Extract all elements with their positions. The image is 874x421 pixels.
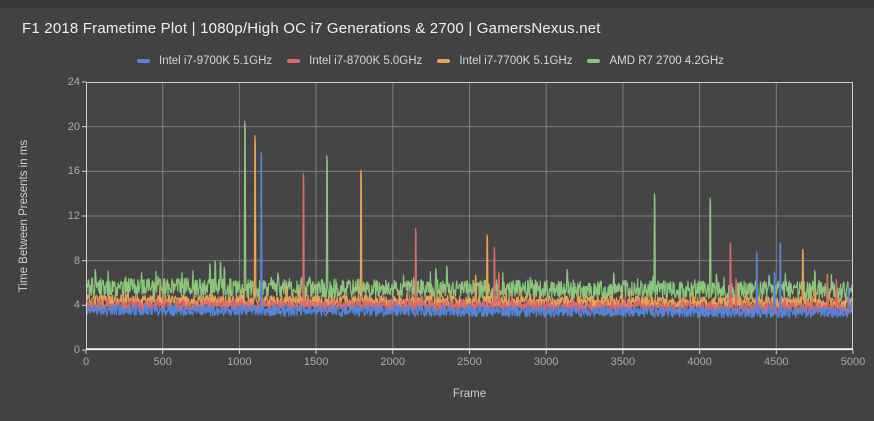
legend-swatch-icon: [437, 59, 451, 63]
series-line-amd-r7-2700-4-2ghz: [86, 120, 853, 301]
y-tick-label: 8: [73, 254, 80, 267]
x-tick-label: 0: [82, 356, 90, 368]
x-tick-label: 4500: [764, 356, 789, 368]
x-tick-label: 2500: [457, 356, 482, 368]
x-axis-title: Frame: [452, 388, 487, 400]
y-tick-label: 20: [67, 120, 80, 133]
y-tick-label: 16: [67, 165, 80, 178]
legend-item-intel-i7-7700k-5-1ghz: Intel i7-7700K 5.1GHz: [437, 55, 572, 67]
y-axis-title: Time Between Presents in ms: [18, 139, 30, 293]
legend-label: Intel i7-8700K 5.0GHz: [309, 55, 423, 67]
y-tick-label: 4: [73, 299, 80, 312]
x-tick-label: 1000: [227, 356, 252, 368]
y-tick-label: 24: [67, 76, 80, 88]
legend-item-intel-i7-9700k-5-1ghz: Intel i7-9700K 5.1GHz: [137, 55, 272, 67]
legend-item-amd-r7-2700-4-2ghz: AMD R7 2700 4.2GHz: [587, 55, 724, 67]
legend-item-intel-i7-8700k-5-0ghz: Intel i7-8700K 5.0GHz: [287, 55, 422, 67]
x-tick-label: 1500: [303, 356, 329, 368]
x-tick-label: 4000: [687, 356, 712, 368]
series-line-intel-i7-9700k-5-1ghz: [86, 151, 853, 319]
x-tick-label: 500: [153, 356, 172, 368]
chart-title: F1 2018 Frametime Plot | 1080p/High OC i…: [22, 20, 601, 37]
legend-label: Intel i7-9700K 5.1GHz: [159, 55, 273, 67]
legend-swatch-icon: [287, 59, 301, 63]
x-tick-label: 5000: [840, 356, 866, 368]
legend-swatch-icon: [587, 59, 601, 63]
plot-area: [82, 81, 854, 354]
top-strip: [0, 0, 874, 8]
legend-label: Intel i7-7700K 5.1GHz: [459, 55, 573, 67]
legend: Intel i7-9700K 5.1GHz Intel i7-8700K 5.0G…: [137, 53, 724, 69]
y-tick-label: 12: [67, 210, 80, 222]
y-tick-label: 0: [73, 344, 80, 356]
series-line-intel-i7-7700k-5-1ghz: [86, 134, 853, 309]
x-tick-label: 3500: [610, 356, 636, 368]
x-tick-label: 2000: [380, 356, 406, 368]
legend-label: AMD R7 2700 4.2GHz: [609, 55, 724, 67]
legend-swatch-icon: [137, 59, 150, 63]
x-tick-label: 3000: [533, 356, 559, 368]
